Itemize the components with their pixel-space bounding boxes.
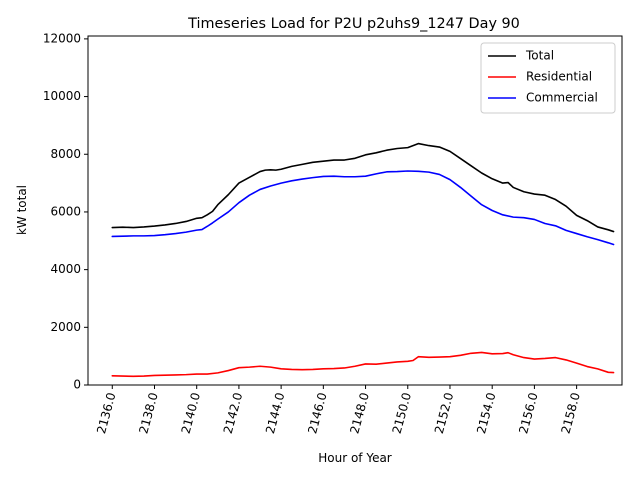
x-tick-label: 2154.0 <box>474 391 498 435</box>
x-tick-label: 2156.0 <box>516 391 540 435</box>
legend-box <box>480 42 616 114</box>
series-line-residential <box>111 351 615 378</box>
x-tick-label: 2144.0 <box>263 391 287 435</box>
x-tick-label: 2138.0 <box>136 391 160 435</box>
y-tick-label: 12000 <box>43 31 81 45</box>
series-lines <box>111 142 615 378</box>
y-tick-label: 2000 <box>50 320 81 334</box>
chart-title: Timeseries Load for P2U p2uhs9_1247 Day … <box>187 16 520 32</box>
legend-label-commercial: Commercial <box>526 91 598 105</box>
x-tick-label: 2142.0 <box>221 391 245 435</box>
series-line-total <box>111 142 615 233</box>
x-axis-ticks: 2136.0 2138.0 2140.0 2142.0 2144.0 2146.0 2148… <box>94 385 583 435</box>
legend-items: Total Residential Commercial <box>488 49 598 105</box>
x-tick-label: 2152.0 <box>432 391 456 435</box>
y-tick-label: 8000 <box>50 147 81 161</box>
x-tick-label: 2140.0 <box>179 391 203 435</box>
y-tick-label: 0 <box>73 378 81 392</box>
y-axis-ticks: 0 2000 4000 6000 8000 10000 12000 <box>43 31 88 392</box>
x-tick-label: 2146.0 <box>305 391 329 435</box>
x-tick-label: 2158.0 <box>559 391 583 435</box>
legend: Total Residential Commercial <box>480 42 616 114</box>
y-tick-label: 4000 <box>50 262 81 276</box>
plot-area-frame <box>87 35 623 386</box>
legend-label-total: Total <box>525 49 554 63</box>
legend-label-residential: Residential <box>526 70 592 84</box>
y-tick-label: 10000 <box>43 89 81 103</box>
x-axis-label: Hour of Year <box>318 451 392 465</box>
x-tick-label: 2148.0 <box>347 391 371 435</box>
x-tick-label: 2150.0 <box>390 391 414 435</box>
series-line-commercial <box>111 170 615 246</box>
y-tick-label: 6000 <box>50 204 81 218</box>
x-tick-label: 2136.0 <box>94 391 118 435</box>
y-axis-label: kW total <box>15 185 29 235</box>
